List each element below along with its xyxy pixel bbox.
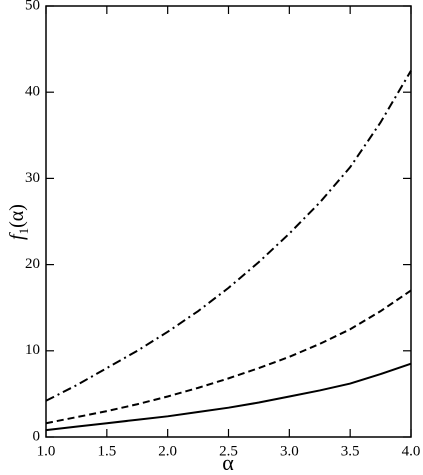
x-tick-label: 1.0 [37,443,56,459]
y-tick-label: 10 [25,342,40,358]
y-label-sub: 1 [16,228,31,235]
y-tick-label: 50 [25,0,40,13]
y-axis-label: f1(α) [6,204,32,240]
y-label-main: f [6,232,28,240]
x-tick-label: 4.0 [402,443,421,459]
y-tick-label: 0 [33,428,41,444]
y-tick-label: 20 [25,256,40,272]
series-line [45,289,412,425]
x-tick-label: 3.0 [280,443,299,459]
x-tick-label: 2.5 [219,443,238,459]
x-axis-label: α [222,450,234,475]
x-tick-label: 1.5 [97,443,116,459]
y-label-rest: (α) [6,204,28,228]
y-tick-label: 30 [25,170,40,186]
series-line [45,362,412,432]
x-tick-label: 2.0 [158,443,177,459]
y-tick-label: 40 [25,84,40,100]
x-tick-label: 3.5 [341,443,360,459]
series-line [45,70,412,402]
